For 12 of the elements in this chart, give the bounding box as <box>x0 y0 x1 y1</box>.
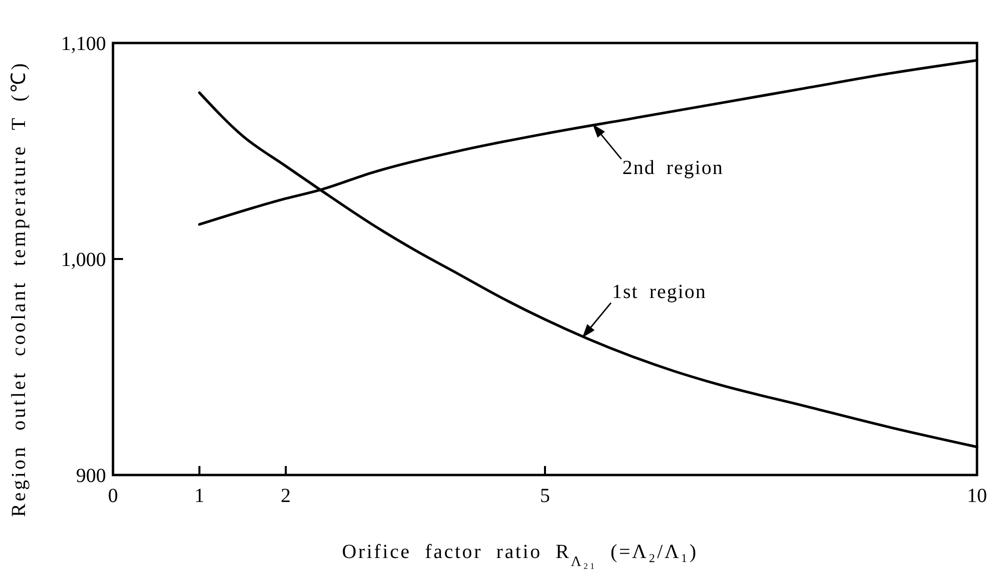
annotation: 1st region <box>612 280 706 303</box>
x-tick-label: 5 <box>540 485 550 507</box>
y-tick-label: 1,100 <box>61 33 106 55</box>
x-tick-label: 0 <box>108 485 118 507</box>
y-tick-label: 900 <box>76 465 106 487</box>
x-tick-label: 1 <box>194 485 204 507</box>
annotation: 2nd region <box>622 157 724 180</box>
x-axis-title: Orifice factor ratio R$_{Λ₂₁}$ (=Λ₂/Λ₁) <box>342 541 698 570</box>
x-tick-label: 2 <box>280 485 291 507</box>
x-tick-label: 10 <box>967 485 987 507</box>
y-tick-label: 1,000 <box>61 249 106 271</box>
y-axis-title: Region outlet coolant temperature T (℃) <box>8 60 30 518</box>
